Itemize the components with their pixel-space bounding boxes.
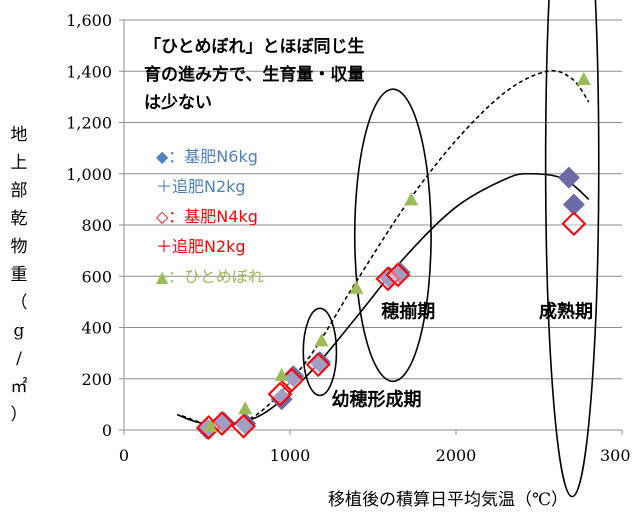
data-points — [196, 71, 591, 440]
x-tick-label: 1000 — [270, 446, 311, 465]
data-point-triangle — [349, 280, 364, 294]
stage-label: 穂揃期 — [381, 300, 435, 322]
data-point-diamond-open — [267, 381, 293, 407]
annotation-line-3: は少ない — [144, 93, 212, 113]
data-point-diamond-filled — [557, 166, 580, 189]
data-point-triangle — [238, 401, 253, 415]
stage-ellipse — [302, 307, 338, 397]
y-tick-label: 1,400 — [66, 62, 112, 81]
y-gridlines — [124, 19, 622, 380]
stage-label: 成熟期 — [539, 300, 593, 322]
y-axis-title-char: ） — [11, 405, 28, 425]
y-tick-label: 1,000 — [66, 165, 112, 184]
y-axis-title-char: g — [14, 321, 25, 341]
legend-entry: ▲：ひとめぼれ — [156, 267, 264, 286]
legend-entry: ＋追肥N2kg — [156, 237, 246, 256]
data-point-diamond-open — [561, 211, 587, 237]
y-tick-label: 400 — [81, 319, 112, 338]
stage-ellipse — [544, 0, 600, 498]
y-axis-title-char: ㎡ — [11, 377, 28, 397]
data-point-diamond-open — [231, 413, 256, 439]
stage-labels: 幼穂形成期 穂揃期 成熟期 — [332, 300, 594, 410]
y-tick-label: 0 — [102, 421, 112, 440]
y-axis-title-char: 物 — [11, 237, 28, 257]
annotation-line-2: 育の進み方で、生育量・収量 — [144, 64, 364, 85]
y-tick-label: 200 — [81, 370, 112, 389]
legend-entry: ◆：基肥N6kg — [156, 147, 258, 166]
y-axis-title-char: （ — [11, 293, 28, 313]
x-tick-labels: 0 1000 2000 300 — [119, 446, 631, 465]
data-point-diamond-open — [375, 266, 401, 292]
x-tick-label: 300 — [600, 446, 631, 465]
y-axis-title: 地上部乾物重 （ g / ㎡ ） — [11, 125, 28, 425]
y-tick-label: 600 — [81, 267, 112, 286]
data-point-diamond-open — [305, 352, 331, 378]
data-point-diamond-filled — [270, 388, 293, 411]
x-axis-title: 移植後の積算日平均気温（℃） — [328, 490, 568, 510]
legend: ◆：基肥N6kg ＋追肥N2kg ◇：基肥N4kg ＋追肥N2kg ▲：ひとめぼれ — [156, 147, 264, 286]
data-point-triangle — [203, 419, 218, 433]
y-tick-label: 800 — [81, 216, 112, 235]
annotation-line-1: 「ひとめぼれ」とほぼ同じ生 — [144, 36, 365, 57]
y-axis-title-char: / — [16, 349, 22, 369]
y-tick-labels: 0 200 400 600 800 1,000 1,200 1,400 1,600 — [66, 11, 112, 440]
legend-entry: ◇：基肥N4kg — [156, 207, 258, 226]
data-point-diamond-open — [209, 411, 235, 437]
stage-ellipses — [302, 0, 600, 498]
data-point-triangle — [404, 192, 419, 206]
y-tick-label: 1,600 — [66, 11, 112, 30]
data-point-triangle — [314, 333, 329, 347]
data-point-diamond-filled — [282, 365, 305, 388]
legend-entry: ＋追肥N2kg — [156, 177, 246, 196]
y-axis-title-char: 乾 — [11, 209, 28, 229]
annotation-box: 「ひとめぼれ」とほぼ同じ生 育の進み方で、生育量・収量 は少ない — [144, 36, 365, 113]
y-axis-title-char: 地 — [11, 125, 28, 145]
y-tick-label: 1,200 — [66, 114, 112, 133]
data-point-triangle — [576, 71, 591, 85]
stage-ellipse — [353, 88, 432, 383]
y-axis-title-char: 重 — [11, 265, 28, 285]
y-axis-title-char: 部 — [11, 181, 28, 201]
data-point-diamond-filled — [562, 193, 585, 216]
stage-label: 幼穂形成期 — [332, 389, 422, 411]
x-tick-label: 0 — [119, 446, 129, 465]
data-point-diamond-open — [385, 262, 411, 288]
data-point-triangle — [274, 367, 289, 381]
y-axis-title-char: 上 — [11, 153, 28, 173]
x-tick-label: 2000 — [436, 446, 477, 465]
